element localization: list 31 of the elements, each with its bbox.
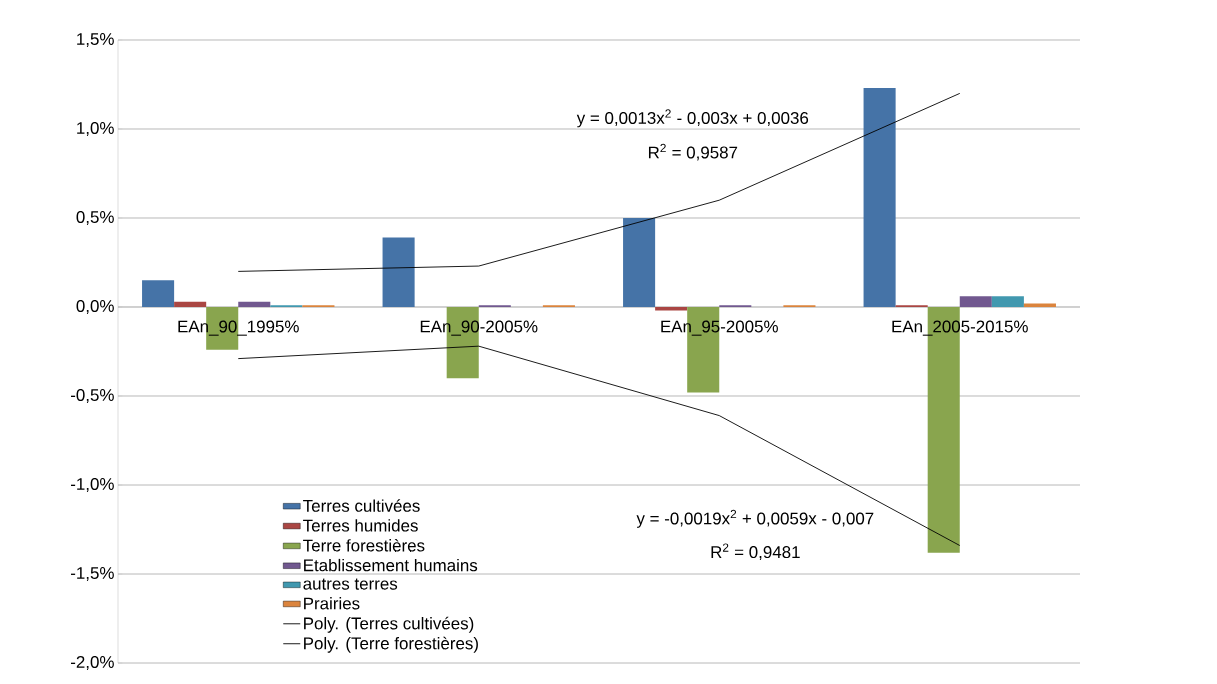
y-tick-label: 0,0%: [76, 300, 114, 314]
bar: [174, 301, 207, 307]
y-tick-label: 0,5%: [76, 211, 114, 225]
bar: [382, 237, 415, 307]
annotation: y = 0,0013x$^{2}$ - 0,003x + 0,0036: [576, 109, 809, 128]
legend-label: Prairies: [304, 597, 360, 610]
annotation: y = -0,0019x$^{2}$ + 0,0059x - 0,007: [636, 509, 874, 528]
legend-label: Poly. (Terre forestières): [304, 636, 478, 653]
y-tick-label: -1,0%: [70, 478, 114, 492]
bar: [623, 218, 656, 307]
legend-label: autres terres: [303, 578, 398, 590]
y-tick-label: 1,0%: [77, 122, 114, 136]
annotation: R$^{2}$ = 0,9587: [648, 143, 738, 161]
bar: [655, 307, 688, 311]
y-tick-label: -0,5%: [70, 389, 114, 403]
legend-label: Terres cultivées: [303, 499, 420, 512]
y-tick-label: 1,5%: [77, 33, 114, 47]
legend-label: Terres humides: [303, 519, 418, 532]
y-tick-label: -2,0%: [70, 656, 114, 670]
bar: [142, 280, 175, 307]
legend-label: Terre forestières: [303, 538, 425, 552]
legend-label: Poly. (Terres cultivées): [304, 616, 474, 633]
bar: [991, 296, 1024, 307]
bar: [863, 88, 896, 307]
bar: [238, 301, 271, 307]
legend-label: Etablissement humains: [304, 558, 478, 572]
line-series: [237, 92, 961, 272]
bar: [1023, 303, 1056, 307]
y-tick-label: -1,5%: [70, 567, 114, 581]
annotation: R$^{2}$ = 0,9481: [711, 543, 800, 561]
bar: [959, 296, 992, 307]
